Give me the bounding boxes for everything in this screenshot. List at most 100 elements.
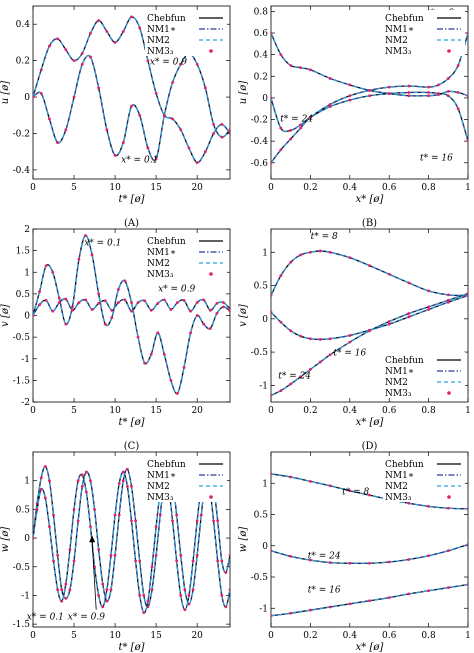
y-tick-label: 0.4 <box>16 20 31 30</box>
series-nm3-marker <box>368 94 371 98</box>
x-tick-label: 5 <box>71 631 77 641</box>
legend-nm3-swatch <box>447 495 451 499</box>
y-tick-label: 0.5 <box>254 282 269 292</box>
y-tick-label: -1 <box>259 604 268 614</box>
series-nm3-marker <box>446 293 450 297</box>
series-nm3-marker <box>64 322 68 326</box>
series-nm3-marker <box>116 301 120 304</box>
series-nm3-marker <box>318 360 322 364</box>
series-nm3-marker <box>208 308 212 312</box>
series-nm3-marker <box>191 588 195 592</box>
series-nm3-marker <box>64 582 68 586</box>
series-nm3-marker <box>318 338 322 341</box>
x-tick-label: 0.2 <box>303 631 317 641</box>
series-nm3-marker <box>203 86 207 90</box>
series-nm3-marker <box>309 68 312 72</box>
panel-label: (C) <box>124 441 140 452</box>
annotation-arrow-head <box>89 535 96 543</box>
x-tick-label: 0 <box>30 406 36 416</box>
series-nm3-marker <box>130 15 133 19</box>
y-tick-label: -0.2 <box>13 129 30 139</box>
legend-nm2-label: NM2 <box>385 482 408 492</box>
legend-nm2-label: NM2 <box>147 259 170 269</box>
series-nm3-marker <box>150 588 154 592</box>
series-chebfun-line <box>271 294 468 341</box>
series-nm3-marker <box>60 588 64 592</box>
series-nm3-marker <box>271 614 273 618</box>
series-nm3-marker <box>169 378 173 382</box>
series-nm3-marker <box>195 553 199 557</box>
series-nm3-marker <box>146 599 150 603</box>
x-tick-label: 15 <box>150 406 162 416</box>
series-nm3-marker <box>387 560 391 564</box>
y-tick-label: -1 <box>21 591 30 601</box>
series-nm3-marker <box>202 298 206 302</box>
series-nm3-marker <box>212 519 215 523</box>
series-nm3-marker <box>289 611 293 615</box>
series-nm3-marker <box>175 513 179 517</box>
chart-panel-a: 0 5 10 15 20 -0.4 -0.2 0 0.2 0.4 t* [ø] u [ø] (A) x* … <box>0 5 231 229</box>
series-nm3-marker <box>138 113 142 117</box>
chart-panel-c: 0 5 10 15 20 -2 -1.5 -1 -0.5 0 0.5 1 1.5 2 t* [ø] v [ø]… <box>0 225 231 452</box>
x-axis-label: x* [ø] <box>356 642 384 653</box>
series-nm3-marker <box>271 310 273 314</box>
series-nm3-marker <box>466 94 468 98</box>
series-nm3-marker <box>466 583 468 586</box>
curve-annotation: t* = 24 <box>278 372 311 382</box>
series-nm3-marker <box>195 301 199 304</box>
series-nm2-line <box>271 250 468 297</box>
plot-frame <box>270 451 469 628</box>
series-nm3-marker <box>328 102 332 106</box>
series-nm3-marker <box>121 30 125 33</box>
series-nm3-marker <box>97 594 101 597</box>
chart-panel-d: 0 0.2 0.4 0.6 0.8 1 -1 -0.5 0 0.5 1 x* [ø] v [ø] (D) t… <box>238 228 471 452</box>
series-nm3-marker <box>348 256 352 260</box>
y-tick-label: 1.5 <box>16 247 31 257</box>
series-nm3-marker <box>76 519 80 523</box>
series-nm3-marker <box>171 519 174 523</box>
series-nm3-marker <box>182 366 186 369</box>
series-nm1-line <box>271 250 468 297</box>
series-nm3-marker <box>427 94 430 98</box>
x-tick-label: 0.2 <box>303 406 317 416</box>
series-nm3-marker <box>97 292 101 296</box>
x-tick-label: 10 <box>109 406 121 416</box>
series-nm3-marker <box>427 91 430 94</box>
curve-annotation: t* = 16 <box>308 586 341 596</box>
series-nm3-marker <box>446 549 450 553</box>
series-nm1-line <box>271 295 468 341</box>
series-nm3-marker <box>48 117 51 121</box>
y-tick-label: -0.4 <box>13 166 31 176</box>
series-nm3-marker <box>64 297 68 301</box>
curve-annotation: t* = 8 <box>311 232 338 242</box>
x-tick-label: 0 <box>268 183 274 193</box>
series-nm3-marker <box>208 327 212 330</box>
series-nm3-marker <box>123 298 127 302</box>
series-nm3-marker <box>407 281 411 285</box>
series-nm3-marker <box>90 253 94 257</box>
series-nm3-marker <box>84 298 87 302</box>
series-nm3-marker <box>309 608 312 612</box>
series-chebfun-line <box>271 250 468 297</box>
series-nm3-marker <box>407 312 411 315</box>
series-nm3-marker <box>60 599 64 603</box>
series-nm3-marker <box>64 128 68 132</box>
series-nm3-marker <box>368 264 371 267</box>
series-nm3-marker <box>38 303 41 307</box>
panel-label: (A) <box>124 218 139 229</box>
series-nm3-marker <box>138 594 142 597</box>
series-nm3-marker <box>162 353 166 356</box>
series-nm3-marker <box>387 85 391 89</box>
series-nm3-marker <box>348 98 352 102</box>
series-nm3-marker <box>39 68 43 72</box>
series-nm3-marker <box>220 594 224 597</box>
annotation-arrow-line <box>91 541 97 610</box>
y-axis-label: w [ø] <box>238 527 249 553</box>
series-nm3-marker <box>328 605 332 609</box>
y-tick-label: 0.2 <box>16 57 30 67</box>
series-nm3-marker <box>427 589 430 593</box>
series-nm3-marker <box>228 307 230 311</box>
legend-chebfun-label: Chebfun <box>147 460 186 470</box>
series-nm3-marker <box>134 519 138 523</box>
